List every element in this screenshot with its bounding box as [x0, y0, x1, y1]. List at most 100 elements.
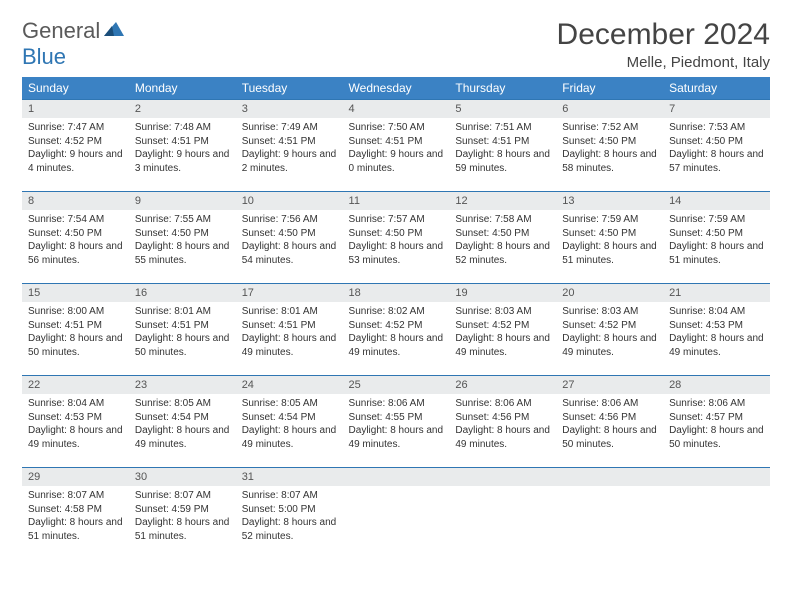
weekday-header: Wednesday	[343, 77, 450, 99]
day-number: 31	[236, 467, 343, 486]
day-cell: 19Sunrise: 8:03 AMSunset: 4:52 PMDayligh…	[449, 283, 556, 369]
daylight-line: Daylight: 8 hours and 49 minutes.	[242, 332, 337, 359]
day-number: 21	[663, 283, 770, 302]
daylight-line: Daylight: 9 hours and 3 minutes.	[135, 148, 230, 175]
weekday-header: Tuesday	[236, 77, 343, 99]
sunrise-line: Sunrise: 8:00 AM	[28, 305, 123, 319]
day-number: 14	[663, 191, 770, 210]
day-cell: 16Sunrise: 8:01 AMSunset: 4:51 PMDayligh…	[129, 283, 236, 369]
sunset-line: Sunset: 4:50 PM	[562, 227, 657, 241]
day-cell: 29Sunrise: 8:07 AMSunset: 4:58 PMDayligh…	[22, 467, 129, 553]
day-cell: 13Sunrise: 7:59 AMSunset: 4:50 PMDayligh…	[556, 191, 663, 277]
day-info: Sunrise: 8:06 AMSunset: 4:56 PMDaylight:…	[449, 394, 556, 457]
day-cell: 26Sunrise: 8:06 AMSunset: 4:56 PMDayligh…	[449, 375, 556, 461]
day-cell	[449, 467, 556, 553]
day-info: Sunrise: 8:02 AMSunset: 4:52 PMDaylight:…	[343, 302, 450, 365]
sunset-line: Sunset: 4:50 PM	[669, 227, 764, 241]
day-info: Sunrise: 8:03 AMSunset: 4:52 PMDaylight:…	[556, 302, 663, 365]
day-cell	[663, 467, 770, 553]
day-number: 22	[22, 375, 129, 394]
sunset-line: Sunset: 4:51 PM	[28, 319, 123, 333]
day-number: 9	[129, 191, 236, 210]
daylight-line: Daylight: 8 hours and 50 minutes.	[562, 424, 657, 451]
sunrise-line: Sunrise: 8:06 AM	[669, 397, 764, 411]
sunset-line: Sunset: 4:51 PM	[135, 135, 230, 149]
sunset-line: Sunset: 4:51 PM	[242, 135, 337, 149]
sunset-line: Sunset: 4:53 PM	[669, 319, 764, 333]
sunset-line: Sunset: 4:54 PM	[135, 411, 230, 425]
brand-sail-icon	[102, 20, 126, 38]
daylight-line: Daylight: 8 hours and 51 minutes.	[28, 516, 123, 543]
brand-name: General Blue	[22, 18, 126, 70]
day-info: Sunrise: 8:00 AMSunset: 4:51 PMDaylight:…	[22, 302, 129, 365]
day-info: Sunrise: 7:59 AMSunset: 4:50 PMDaylight:…	[663, 210, 770, 273]
day-number-empty	[449, 467, 556, 486]
day-info: Sunrise: 8:04 AMSunset: 4:53 PMDaylight:…	[663, 302, 770, 365]
sunrise-line: Sunrise: 8:05 AM	[135, 397, 230, 411]
day-number: 30	[129, 467, 236, 486]
day-cell: 2Sunrise: 7:48 AMSunset: 4:51 PMDaylight…	[129, 99, 236, 185]
day-info: Sunrise: 7:57 AMSunset: 4:50 PMDaylight:…	[343, 210, 450, 273]
sunrise-line: Sunrise: 7:55 AM	[135, 213, 230, 227]
day-cell: 25Sunrise: 8:06 AMSunset: 4:55 PMDayligh…	[343, 375, 450, 461]
sunrise-line: Sunrise: 7:52 AM	[562, 121, 657, 135]
day-info-empty	[663, 486, 770, 536]
day-cell: 18Sunrise: 8:02 AMSunset: 4:52 PMDayligh…	[343, 283, 450, 369]
day-cell: 12Sunrise: 7:58 AMSunset: 4:50 PMDayligh…	[449, 191, 556, 277]
day-info: Sunrise: 8:06 AMSunset: 4:55 PMDaylight:…	[343, 394, 450, 457]
day-number: 6	[556, 99, 663, 118]
sunset-line: Sunset: 4:50 PM	[28, 227, 123, 241]
day-info: Sunrise: 7:53 AMSunset: 4:50 PMDaylight:…	[663, 118, 770, 181]
daylight-line: Daylight: 9 hours and 2 minutes.	[242, 148, 337, 175]
daylight-line: Daylight: 8 hours and 50 minutes.	[28, 332, 123, 359]
sunset-line: Sunset: 4:50 PM	[349, 227, 444, 241]
sunset-line: Sunset: 4:50 PM	[135, 227, 230, 241]
day-info: Sunrise: 7:58 AMSunset: 4:50 PMDaylight:…	[449, 210, 556, 273]
day-info: Sunrise: 7:54 AMSunset: 4:50 PMDaylight:…	[22, 210, 129, 273]
day-cell: 27Sunrise: 8:06 AMSunset: 4:56 PMDayligh…	[556, 375, 663, 461]
day-info-empty	[343, 486, 450, 536]
sunset-line: Sunset: 4:56 PM	[562, 411, 657, 425]
daylight-line: Daylight: 9 hours and 4 minutes.	[28, 148, 123, 175]
day-number: 29	[22, 467, 129, 486]
daylight-line: Daylight: 8 hours and 49 minutes.	[349, 332, 444, 359]
day-number: 11	[343, 191, 450, 210]
day-info: Sunrise: 7:52 AMSunset: 4:50 PMDaylight:…	[556, 118, 663, 181]
sunrise-line: Sunrise: 8:06 AM	[455, 397, 550, 411]
daylight-line: Daylight: 8 hours and 59 minutes.	[455, 148, 550, 175]
day-number: 7	[663, 99, 770, 118]
sunrise-line: Sunrise: 7:59 AM	[562, 213, 657, 227]
daylight-line: Daylight: 8 hours and 49 minutes.	[135, 424, 230, 451]
sunset-line: Sunset: 4:54 PM	[242, 411, 337, 425]
brand-word2: Blue	[22, 44, 66, 69]
day-info: Sunrise: 7:48 AMSunset: 4:51 PMDaylight:…	[129, 118, 236, 181]
sunrise-line: Sunrise: 7:47 AM	[28, 121, 123, 135]
sunset-line: Sunset: 4:58 PM	[28, 503, 123, 517]
daylight-line: Daylight: 8 hours and 49 minutes.	[28, 424, 123, 451]
day-cell: 9Sunrise: 7:55 AMSunset: 4:50 PMDaylight…	[129, 191, 236, 277]
day-cell: 7Sunrise: 7:53 AMSunset: 4:50 PMDaylight…	[663, 99, 770, 185]
daylight-line: Daylight: 9 hours and 0 minutes.	[349, 148, 444, 175]
day-cell: 22Sunrise: 8:04 AMSunset: 4:53 PMDayligh…	[22, 375, 129, 461]
weekday-header: Sunday	[22, 77, 129, 99]
daylight-line: Daylight: 8 hours and 53 minutes.	[349, 240, 444, 267]
sunset-line: Sunset: 4:51 PM	[242, 319, 337, 333]
sunrise-line: Sunrise: 7:50 AM	[349, 121, 444, 135]
day-info: Sunrise: 7:59 AMSunset: 4:50 PMDaylight:…	[556, 210, 663, 273]
daylight-line: Daylight: 8 hours and 49 minutes.	[455, 424, 550, 451]
day-number-empty	[343, 467, 450, 486]
day-info: Sunrise: 8:01 AMSunset: 4:51 PMDaylight:…	[129, 302, 236, 365]
sunset-line: Sunset: 4:57 PM	[669, 411, 764, 425]
daylight-line: Daylight: 8 hours and 56 minutes.	[28, 240, 123, 267]
day-number-empty	[663, 467, 770, 486]
day-number: 20	[556, 283, 663, 302]
sunrise-line: Sunrise: 8:04 AM	[28, 397, 123, 411]
day-number: 18	[343, 283, 450, 302]
weekday-header: Friday	[556, 77, 663, 99]
sunrise-line: Sunrise: 8:04 AM	[669, 305, 764, 319]
sunrise-line: Sunrise: 8:07 AM	[242, 489, 337, 503]
day-info: Sunrise: 7:56 AMSunset: 4:50 PMDaylight:…	[236, 210, 343, 273]
day-number: 3	[236, 99, 343, 118]
day-info: Sunrise: 8:06 AMSunset: 4:57 PMDaylight:…	[663, 394, 770, 457]
day-number: 24	[236, 375, 343, 394]
